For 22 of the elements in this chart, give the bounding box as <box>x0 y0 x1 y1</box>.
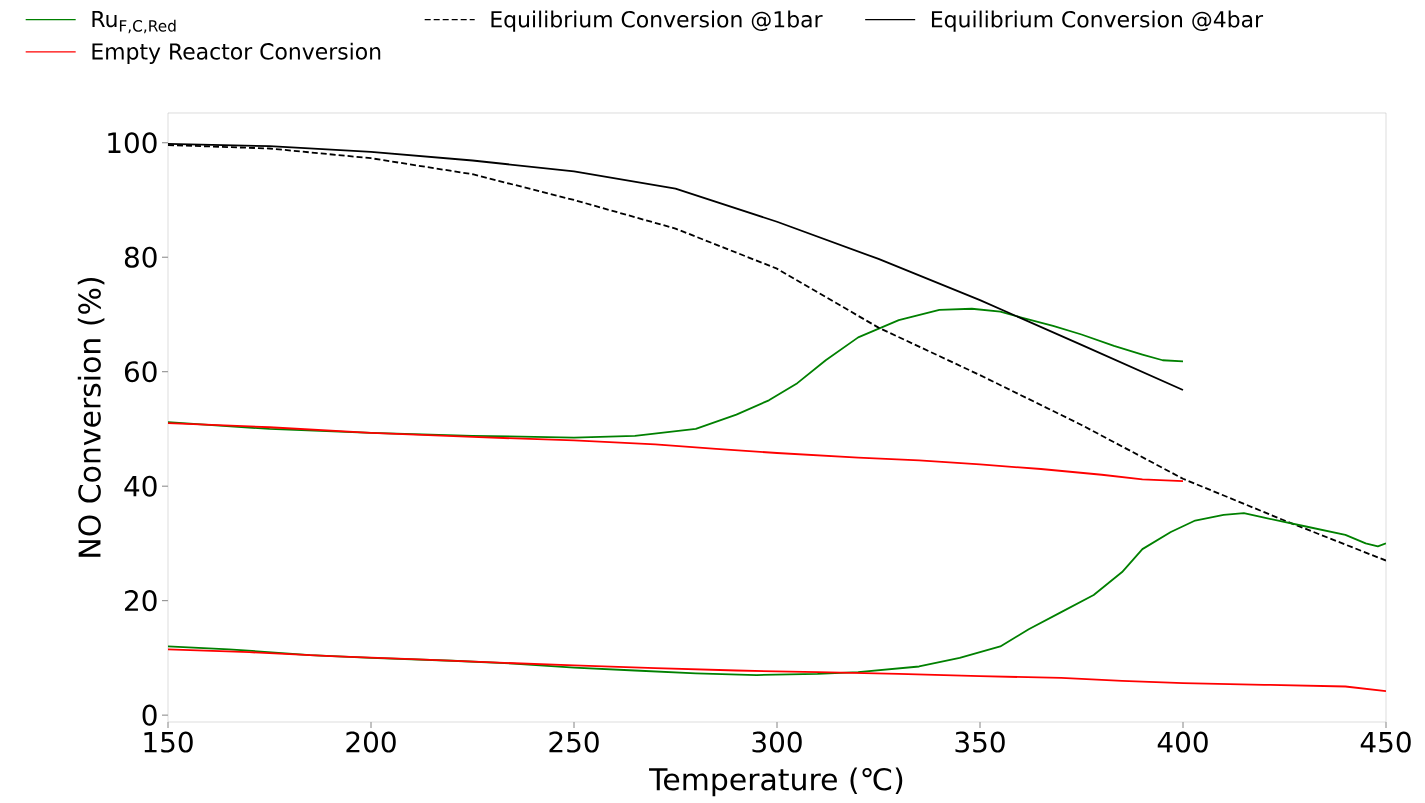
legend-label: Equilibrium Conversion @4bar <box>931 10 1264 32</box>
y-tick-label: 40 <box>124 475 157 497</box>
legend-label: Empty Reactor Conversion <box>92 42 381 64</box>
y-tick-label: 60 <box>124 361 157 383</box>
x-axis-title: Temperature (℃) <box>649 767 903 797</box>
x-tick-label: 250 <box>549 731 599 753</box>
line-series <box>168 307 1184 439</box>
line-series <box>168 422 1184 482</box>
x-tick-label: 150 <box>144 731 193 753</box>
x-tick-label: 350 <box>955 731 1005 753</box>
x-tick-label: 400 <box>1157 731 1208 753</box>
y-tick-label: 100 <box>108 132 157 154</box>
line-series <box>168 648 1386 692</box>
y-tick-label: 20 <box>125 590 157 612</box>
y-tick-label: 80 <box>124 246 157 268</box>
legend-label: Equilibrium Conversion @1bar <box>491 10 823 32</box>
x-tick-label: 450 <box>1360 731 1411 753</box>
y-axis-title: NO Conversion (%) <box>77 278 105 557</box>
x-tick-label: 300 <box>752 731 802 753</box>
legend-label: Ru$_{F,C,Red}$ <box>92 10 176 34</box>
y-tick-label: 0 <box>142 704 157 726</box>
x-tick-label: 200 <box>346 731 396 753</box>
